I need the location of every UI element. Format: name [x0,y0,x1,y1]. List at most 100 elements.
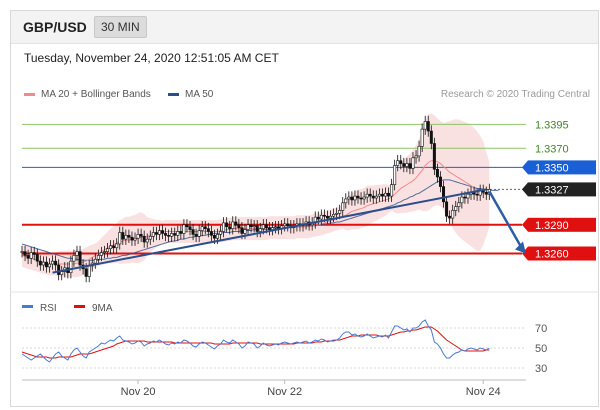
candle-body [206,228,210,232]
candle-body [44,261,48,268]
candle-body [451,210,455,219]
candle-body [448,215,452,219]
osc-legend-label-RSI: RSI [40,303,57,314]
timestamp: Tuesday, November 24, 2020 12:51:05 AM C… [24,51,279,65]
candle-body [258,228,262,232]
legend-ma50: MA 50 [168,89,213,100]
candle-body [267,227,271,230]
candle-body [106,248,110,252]
candle-body [139,234,143,237]
ma9-line [21,326,490,359]
candle-body [362,196,366,200]
candle-body [176,231,180,236]
candle-body [249,224,253,228]
trendline [52,188,487,274]
candle-body [54,260,58,266]
candle-body [402,163,406,167]
candle-body [252,225,256,228]
candle-body [399,160,403,164]
osc-legend-swatch-RSI [22,305,33,308]
candle-body [484,191,488,195]
candle-body [341,202,345,211]
candle-body [264,224,268,228]
candle-body [99,252,103,256]
candle-body [69,260,73,273]
level-label-1.3350: 1.3350 [535,162,569,174]
level-tag-1.3350 [528,160,596,175]
candle-body [222,222,226,232]
candle-body [347,196,351,200]
candle-body [212,235,216,239]
ma20-swatch [24,92,35,96]
candle-body [191,229,195,235]
candle-body [197,230,201,237]
level-tag-tip-1.3327 [522,182,528,197]
forecast-arrow-shaft [488,190,524,250]
candle-body [344,198,348,204]
candle-body [463,196,467,199]
candle-body [435,169,439,178]
candle-body [60,271,64,275]
candle-body [231,221,235,229]
candle-body [445,201,449,217]
candle-body [112,245,116,249]
candle-body [380,193,384,197]
legend-ma20: MA 20 + Bollinger Bands [24,89,151,100]
candle-body [240,227,244,234]
candle-body [124,235,128,240]
candle-body [188,226,192,230]
candle-body [466,193,470,199]
candle-body [255,225,259,232]
chart-widget: GBP/USD 30 MIN Tuesday, November 24, 202… [10,10,599,407]
candle-body [167,235,171,237]
candle-body [127,235,131,238]
candle-body [194,234,198,237]
candle-body [274,226,278,229]
level-tag-tip-1.3350 [522,160,528,175]
candle-body [72,255,76,262]
osc-tick-50: 50 [535,343,547,355]
candle-body [115,243,119,249]
candle-body [322,214,326,217]
widget-header: GBP/USD 30 MIN [11,11,598,44]
candle-body [405,163,409,167]
candle-body [57,264,61,275]
candle-body [429,130,433,144]
candle-body [338,210,342,214]
currency-pair-title: GBP/USD [23,19,87,35]
research-credit: Research © 2020 Trading Central [440,89,590,100]
candle-body [164,233,168,236]
candle-body [283,223,287,227]
candle-body [246,224,250,230]
candle-body [396,160,400,166]
candle-body [371,195,375,199]
candle-body [237,224,241,228]
candle-body [438,176,442,187]
candle-body [426,121,430,132]
rsi-line [21,319,490,363]
candle-body [38,260,42,266]
level-label-1.3395: 1.3395 [535,119,569,131]
candle-body [145,238,149,243]
candle-body [35,254,39,262]
timeframe-badge[interactable]: 30 MIN [94,16,147,38]
candle-body [414,155,418,159]
candle-body [335,213,339,215]
candle-body [121,232,125,240]
candle-body [23,251,27,256]
legend-ma50-label: MA 50 [185,89,214,100]
candle-body [460,196,464,204]
candle-body [20,251,24,253]
candle-body [133,237,137,241]
candle-body [319,214,323,220]
candle-body [261,224,265,229]
level-tag-tip-1.3260 [522,246,528,261]
candle-body [365,193,369,198]
candle-body [200,226,204,231]
x-tick-label-Nov 24: Nov 24 [466,386,501,398]
level-label-1.3370: 1.3370 [535,143,569,155]
candle-body [383,192,387,197]
candle-body [417,146,421,157]
candle-body [215,234,219,239]
level-tag-1.3327 [528,182,596,197]
